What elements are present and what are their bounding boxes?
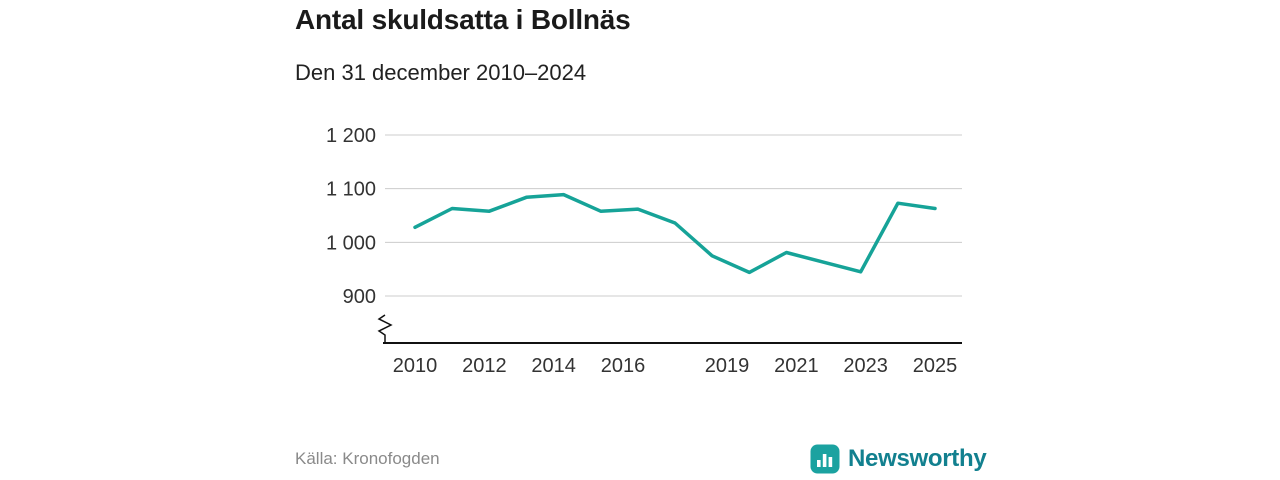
logo-bar-tall (822, 454, 827, 467)
logo-bar-medium (828, 457, 833, 467)
chart-title: Antal skuldsatta i Bollnäs (295, 4, 631, 35)
x-tick-label: 2010 (393, 355, 438, 377)
chart-subtitle: Den 31 december 2010–2024 (295, 60, 587, 85)
x-tick-label: 2023 (843, 355, 888, 377)
x-tick-label: 2019 (705, 355, 750, 377)
y-tick-label: 1 200 (326, 125, 376, 147)
y-tick-label: 1 100 (326, 179, 376, 201)
line-chart: 900 1 000 1 100 1 200 2010 2012 2014 2016 2019 20… (326, 125, 962, 377)
y-tick-label: 1 000 (326, 232, 376, 254)
x-tick-label: 2014 (531, 355, 576, 377)
x-tick-label: 2012 (462, 355, 507, 377)
y-tick-label: 900 (343, 286, 376, 308)
x-tick-label: 2016 (601, 355, 646, 377)
newsworthy-logo: Newsworthy (810, 444, 987, 474)
newsworthy-logo-icon (810, 444, 840, 474)
source-caption: Källa: Kronofogden (295, 449, 440, 468)
axis-break-icon (377, 314, 393, 343)
x-tick-label: 2025 (913, 355, 958, 377)
newsworthy-logo-text: Newsworthy (848, 445, 987, 472)
logo-bar-small (817, 460, 821, 467)
data-line (413, 192, 937, 275)
x-tick-label: 2021 (774, 355, 819, 377)
